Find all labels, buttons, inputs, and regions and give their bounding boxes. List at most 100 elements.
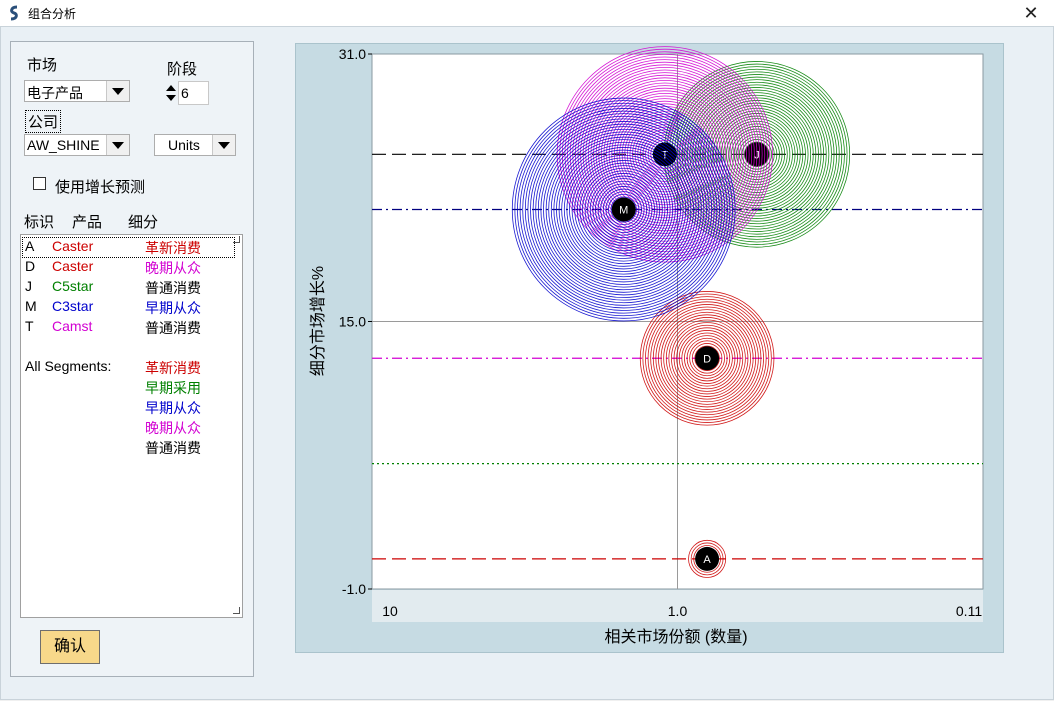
- unit-select[interactable]: Units: [154, 134, 236, 156]
- header-id: 标识: [24, 214, 55, 231]
- bubble-ring: [668, 319, 746, 397]
- spin-up-icon[interactable]: [166, 85, 176, 91]
- bubble-ring: [689, 340, 725, 377]
- growth-forecast-checkbox[interactable]: [33, 177, 46, 190]
- bubble-ring: [660, 311, 754, 405]
- bubble-ring: [582, 167, 666, 252]
- bubble-ring: [548, 134, 700, 285]
- bubble-ring: [681, 332, 733, 384]
- bubble-ring: [671, 322, 744, 395]
- list-item-id: J: [25, 278, 32, 294]
- bubble-ring: [569, 154, 679, 265]
- bubble-marker: [611, 197, 636, 222]
- list-item-segment: 革新消费: [145, 240, 201, 256]
- bubble-ring: [595, 85, 734, 224]
- bubble-ring: [553, 139, 694, 280]
- y-tick-label: 15.0: [339, 314, 366, 330]
- bubble-ring: [545, 131, 702, 288]
- bubble-ring: [558, 144, 689, 275]
- segment-name: 晚期从众: [145, 420, 201, 436]
- chevron-down-icon[interactable]: [212, 135, 235, 155]
- bubble-ring: [592, 178, 655, 241]
- resize-grip-icon[interactable]: [233, 607, 240, 614]
- bubble-ring: [616, 105, 714, 203]
- all-segments-label: All Segments:: [25, 358, 112, 374]
- bubble-ring: [587, 173, 661, 246]
- list-item-product: Camst: [52, 318, 93, 334]
- bubble-ring: [678, 330, 736, 387]
- list-item-product: Caster: [52, 238, 94, 254]
- bubble-ring: [511, 97, 736, 322]
- product-listbox[interactable]: A Caster 革新消费 D Caster 晚期从众 J C5star 普通消…: [20, 234, 243, 618]
- bubble-ring: [676, 74, 838, 235]
- stage-input[interactable]: 6: [178, 81, 209, 105]
- bubble-ring: [605, 191, 642, 228]
- bubble-ring: [537, 123, 710, 296]
- bubble-ring: [645, 296, 770, 421]
- bubble-ring: [540, 126, 707, 293]
- bubble-label: T: [661, 149, 668, 161]
- bubble-ring: [728, 126, 786, 183]
- chevron-down-icon[interactable]: [106, 135, 129, 155]
- bubble-ring: [723, 120, 791, 188]
- resize-grip-icon[interactable]: [233, 236, 240, 243]
- bubble-ring: [524, 110, 723, 309]
- unit-select-value: Units: [168, 137, 200, 153]
- bubble-ring: [561, 147, 687, 272]
- bubble-ring: [535, 121, 713, 298]
- x-axis-label: 相关市场份额 (数量): [604, 628, 747, 646]
- bubble-ring: [532, 118, 715, 301]
- bubble-ring: [642, 131, 688, 177]
- bubble-ring: [574, 160, 674, 259]
- spinner-arrows-icon[interactable]: [165, 83, 177, 103]
- bubble-ring: [712, 110, 801, 199]
- bubble-ring: [543, 128, 705, 291]
- bubble-D: D: [639, 291, 775, 426]
- bubble-label: M: [619, 204, 628, 216]
- bubble-ring: [736, 133, 778, 175]
- y-tick-label: 31.0: [339, 46, 366, 62]
- bubble-ring: [576, 162, 671, 257]
- bubble-ring: [566, 152, 681, 267]
- list-item-id: A: [25, 238, 35, 254]
- spin-down-icon[interactable]: [166, 95, 176, 101]
- bubble-ring: [590, 79, 740, 229]
- reference-lines: [372, 153, 983, 560]
- y-tick-labels: 31.0 15.0 -1.0: [339, 46, 366, 597]
- bubble-ring: [686, 337, 728, 379]
- bubble-ring: [589, 175, 658, 244]
- bubble-ring: [556, 141, 692, 278]
- bubble-ring: [597, 183, 650, 236]
- bubble-ring: [715, 113, 799, 196]
- bubble-ring: [530, 115, 718, 304]
- stage-spinner[interactable]: 6: [165, 81, 210, 105]
- bubble-ring: [673, 324, 741, 392]
- app-icon: [10, 5, 18, 21]
- bubble-ring: [598, 87, 732, 221]
- bubble-ring: [567, 56, 763, 253]
- bubble-ring: [665, 317, 749, 400]
- header-product: 产品: [72, 214, 103, 231]
- company-select[interactable]: AW_SHINE: [24, 134, 130, 156]
- market-select[interactable]: 电子产品: [24, 80, 130, 102]
- bubble-ring: [527, 113, 720, 306]
- bubble-ring: [571, 157, 676, 262]
- bubble-ring: [679, 76, 835, 232]
- bubble-label: A: [703, 554, 711, 566]
- bubble-ring: [652, 304, 762, 413]
- bubble-ring: [584, 170, 663, 249]
- bubble-ring: [725, 123, 788, 186]
- chevron-down-icon[interactable]: [106, 81, 129, 101]
- segment-name: 革新消费: [145, 360, 201, 376]
- bubble-ring: [720, 118, 793, 191]
- segment-name: 早期采用: [145, 380, 201, 396]
- ok-button[interactable]: 确认: [40, 630, 100, 664]
- x-tick-label: 0.11: [956, 603, 982, 619]
- close-button[interactable]: ✕: [1023, 3, 1039, 23]
- company-label: 公司: [25, 110, 62, 133]
- growth-forecast-label[interactable]: 使用增长预测: [55, 179, 146, 196]
- stage-label: 阶段: [167, 61, 198, 78]
- bubble-ring: [688, 539, 727, 578]
- bubble-ring: [702, 100, 812, 209]
